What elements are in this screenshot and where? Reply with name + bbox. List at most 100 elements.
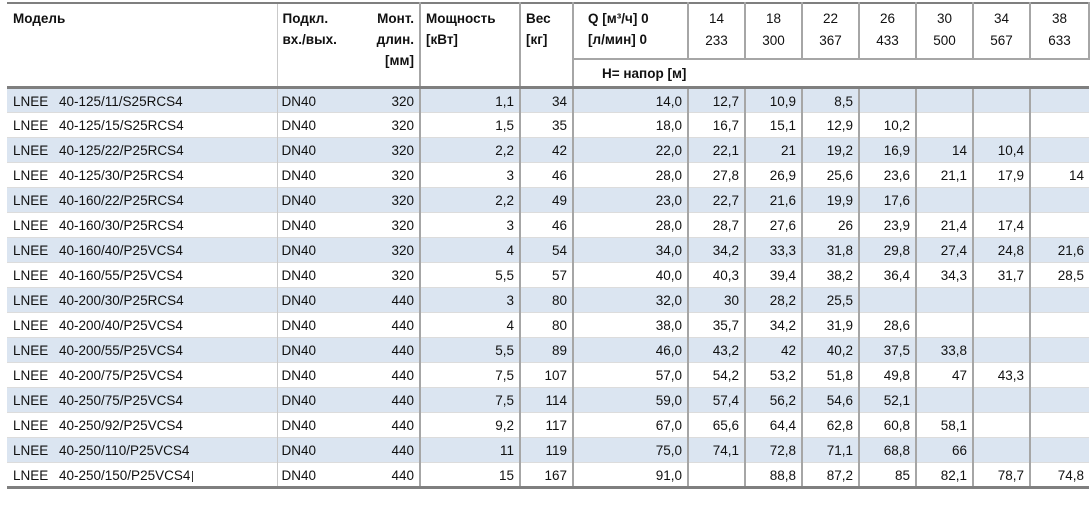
head-value-cell: 32,0 [572, 287, 688, 313]
weight-cell: 80 [519, 312, 573, 338]
power-cell: 5,5 [419, 262, 520, 288]
head-value-cell: 57,0 [572, 362, 688, 388]
model-number: 40-160/55/P25VCS4 [59, 268, 183, 283]
head-value-cell: 21,1 [915, 162, 973, 188]
table-row: LNEE 40-200/40/P25VCS4 DN40 440 4 80 38,0 35,7 3… [7, 312, 1089, 338]
head-value-cell: 39,4 [744, 262, 802, 288]
head-value-cell: 27,6 [744, 212, 802, 238]
mount-length-cell: 320 [360, 212, 420, 238]
head-value-cell: 23,6 [858, 162, 916, 188]
head-value-cell: 51,8 [801, 362, 859, 388]
head-value-cell [1029, 212, 1089, 238]
brand-label: LNEE [13, 368, 49, 383]
power-cell: 9,2 [419, 412, 520, 438]
weight-cell: 46 [519, 162, 573, 188]
head-value-cell: 33,8 [915, 337, 973, 363]
head-value-cell: 17,6 [858, 187, 916, 213]
connection-cell: DN40 [276, 337, 360, 363]
head-value-cell: 34,2 [687, 237, 745, 263]
connection-cell: DN40 [276, 437, 360, 463]
model-number: 40-125/30/P25RCS4 [59, 168, 184, 183]
head-value-cell: 67,0 [572, 412, 688, 438]
head-value-cell: 22,1 [687, 137, 745, 163]
weight-cell: 42 [519, 137, 573, 163]
connection-cell: DN40 [276, 137, 360, 163]
model-number: 40-160/40/P25VCS4 [59, 243, 183, 258]
mount-length-cell: 440 [360, 287, 420, 313]
mount-length-cell: 440 [360, 387, 420, 413]
head-value-cell: 21,6 [1029, 237, 1089, 263]
head-value-cell: 38,0 [572, 312, 688, 338]
head-value-cell: 14,0 [572, 87, 688, 113]
head-value-cell: 43,2 [687, 337, 745, 363]
connection-cell: DN40 [276, 387, 360, 413]
brand-label: LNEE [13, 293, 49, 308]
weight-cell: 89 [519, 337, 573, 363]
head-row-label: H= напор [м] [572, 59, 1089, 89]
head-value-cell: 21 [744, 137, 802, 163]
connection-cell: DN40 [276, 237, 360, 263]
flow-column-header: 14 233 [687, 3, 745, 60]
weight-cell: 119 [519, 437, 573, 463]
head-value-cell [1029, 87, 1089, 113]
model-cell: LNEE 40-250/92/P25VCS4 [7, 412, 277, 438]
weight-cell: 34 [519, 87, 573, 113]
head-value-cell [1029, 337, 1089, 363]
table-row: LNEE 40-160/40/P25VCS4 DN40 320 4 54 34,0 34,2 3… [7, 237, 1089, 263]
head-value-cell [1029, 312, 1089, 338]
head-value-cell: 31,9 [801, 312, 859, 338]
table-row: LNEE 40-125/11/S25RCS4 DN40 320 1,1 34 14,0 12,… [7, 87, 1089, 113]
head-value-cell: 21,6 [744, 187, 802, 213]
table-row: LNEE 40-200/30/P25RCS4 DN40 440 3 80 32,0 30 28,… [7, 287, 1089, 313]
head-value-cell: 37,5 [858, 337, 916, 363]
head-value-cell [858, 287, 916, 313]
flow-column-header: 38 633 [1029, 3, 1090, 60]
mount-length-cell: 440 [360, 462, 420, 488]
head-value-cell: 57,4 [687, 387, 745, 413]
model-number: 40-200/75/P25VCS4 [59, 368, 183, 383]
flow-lmin-value: 433 [876, 33, 899, 48]
flow-m3h-value: 22 [822, 11, 839, 26]
head-value-cell: 12,7 [687, 87, 745, 113]
power-cell: 1,1 [419, 87, 520, 113]
table-row: LNEE 40-160/30/P25RCS4 DN40 320 3 46 28,0 28,7 2… [7, 212, 1089, 238]
head-value-cell: 56,2 [744, 387, 802, 413]
connection-cell: DN40 [276, 462, 360, 488]
brand-label: LNEE [13, 343, 49, 358]
power-cell: 3 [419, 162, 520, 188]
head-value-cell [972, 337, 1030, 363]
head-value-cell: 14 [915, 137, 973, 163]
connection-cell: DN40 [276, 287, 360, 313]
head-value-cell: 65,6 [687, 412, 745, 438]
table-row: LNEE 40-125/15/S25RCS4 DN40 320 1,5 35 18,0 16,… [7, 112, 1089, 138]
head-value-cell [972, 87, 1030, 113]
mount-length-cell: 320 [360, 137, 420, 163]
flow-label-lmin: [л/мин] 0 [588, 32, 648, 47]
model-number: 40-250/150/P25VCS4 [59, 467, 191, 483]
table-row: LNEE 40-125/22/P25RCS4 DN40 320 2,2 42 22,0 22,… [7, 137, 1089, 163]
head-value-cell: 28,2 [744, 287, 802, 313]
model-number: 40-200/40/P25VCS4 [59, 318, 183, 333]
head-value-cell: 17,4 [972, 212, 1030, 238]
model-number: 40-250/75/P25VCS4 [59, 393, 183, 408]
flow-lmin-value: 567 [990, 33, 1013, 48]
model-number: 40-160/30/P25RCS4 [59, 218, 184, 233]
head-value-cell: 58,1 [915, 412, 973, 438]
head-value-cell [972, 287, 1030, 313]
head-value-cell [972, 387, 1030, 413]
head-value-cell [972, 412, 1030, 438]
head-value-cell: 10,9 [744, 87, 802, 113]
model-cell: LNEE 40-160/22/P25RCS4 [7, 187, 277, 213]
head-value-cell: 22,0 [572, 137, 688, 163]
mount-length-cell: 320 [360, 262, 420, 288]
head-value-cell [687, 462, 745, 488]
flow-column-header: 34 567 [972, 3, 1030, 60]
head-value-cell [858, 87, 916, 113]
model-cell: LNEE 40-125/15/S25RCS4 [7, 112, 277, 138]
head-value-cell: 38,2 [801, 262, 859, 288]
head-value-cell: 68,8 [858, 437, 916, 463]
head-value-cell: 12,9 [801, 112, 859, 138]
power-cell: 11 [419, 437, 520, 463]
head-value-cell: 34,3 [915, 262, 973, 288]
head-value-cell [1029, 287, 1089, 313]
